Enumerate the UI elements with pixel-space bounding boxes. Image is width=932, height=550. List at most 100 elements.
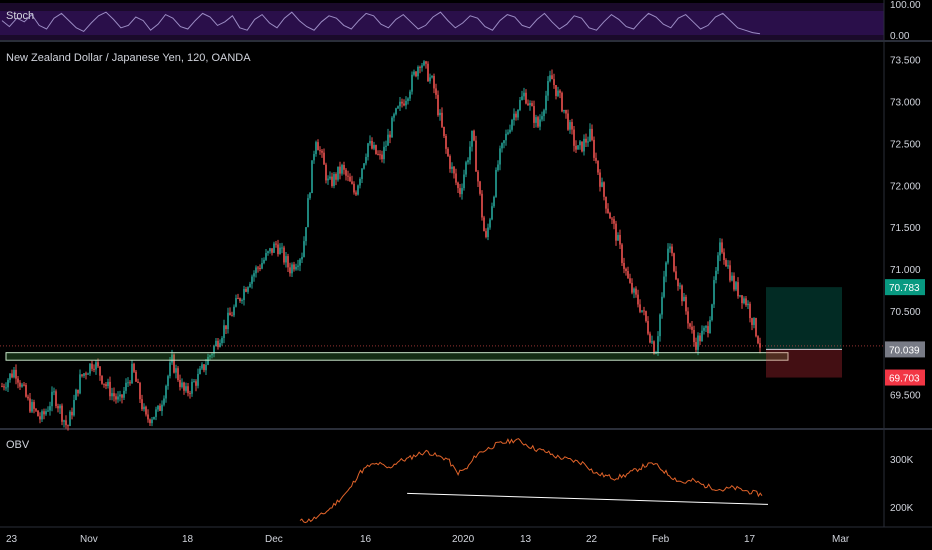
candle-body — [507, 132, 509, 134]
candle-body — [127, 382, 129, 384]
candle-body — [453, 166, 455, 174]
candle-body — [365, 156, 367, 164]
candle-body — [251, 276, 253, 284]
candle-body — [661, 296, 663, 315]
candle-body — [133, 363, 135, 372]
candle-body — [291, 264, 293, 274]
candle-body — [275, 243, 277, 245]
candle-body — [15, 369, 17, 379]
candle-body — [485, 231, 487, 237]
candle-body — [563, 109, 565, 112]
price-tag — [885, 341, 925, 358]
candle-body — [749, 303, 751, 319]
candle-body — [605, 196, 607, 209]
candle-body — [279, 247, 281, 255]
candle-body — [517, 109, 519, 118]
candle-body — [403, 103, 405, 106]
candle-body — [679, 285, 681, 287]
candle-body — [463, 174, 465, 189]
candle-body — [327, 178, 329, 181]
candle-body — [585, 138, 587, 143]
candle-body — [39, 416, 41, 420]
candle-body — [229, 312, 231, 316]
candle-body — [667, 248, 669, 263]
candle-body — [567, 113, 569, 130]
candle-body — [469, 146, 471, 161]
candle-body — [561, 92, 563, 112]
candle-body — [75, 389, 77, 401]
candle-body — [471, 130, 473, 147]
candle-body — [649, 333, 651, 343]
candle-body — [501, 143, 503, 149]
candle-body — [285, 256, 287, 263]
candle-body — [207, 356, 209, 365]
take-profit-zone — [766, 287, 842, 350]
candle-body — [191, 381, 193, 394]
candle-body — [603, 182, 605, 197]
candle-body — [287, 256, 289, 268]
candle-body — [163, 398, 165, 405]
candle-body — [553, 79, 555, 86]
candle-body — [547, 81, 549, 96]
candle-body — [331, 176, 333, 186]
candle-body — [5, 387, 7, 389]
candle-body — [743, 298, 745, 304]
candle-body — [305, 227, 307, 242]
candle-body — [195, 381, 197, 386]
candle-body — [519, 100, 521, 110]
candle-body — [159, 405, 161, 411]
candle-body — [313, 154, 315, 161]
candle-body — [49, 406, 51, 411]
candle-body — [579, 141, 581, 146]
candle-body — [669, 246, 671, 249]
time-axis-tick: 22 — [586, 534, 598, 545]
candle-body — [139, 382, 141, 400]
candle-body — [215, 340, 217, 347]
candle-body — [569, 122, 571, 130]
candle-body — [741, 295, 743, 304]
obv-line — [299, 438, 763, 524]
candle-body — [445, 135, 447, 149]
candle-body — [135, 371, 137, 382]
candle-body — [35, 408, 37, 411]
candle-body — [683, 296, 685, 302]
support-zone — [5, 352, 789, 361]
candle-body — [551, 75, 553, 80]
candle-body — [153, 416, 155, 420]
time-axis-tick: 2020 — [452, 534, 475, 545]
candle-body — [43, 411, 45, 415]
candle-body — [663, 276, 665, 297]
candle-body — [417, 66, 419, 77]
price-tag — [885, 279, 925, 296]
candle-body — [67, 425, 69, 427]
candle-body — [383, 146, 385, 160]
candle-body — [391, 117, 393, 138]
candle-body — [635, 288, 637, 295]
candle-body — [407, 98, 409, 101]
candle-body — [107, 381, 109, 387]
candle-body — [533, 106, 535, 123]
candle-body — [353, 183, 355, 193]
candle-body — [105, 384, 107, 387]
candle-body — [157, 405, 159, 410]
obv-trend-line — [407, 492, 769, 505]
candle-body — [71, 411, 73, 416]
candle-body — [243, 288, 245, 300]
candle-body — [241, 299, 243, 301]
candle-body — [721, 242, 723, 253]
candle-body — [531, 103, 533, 107]
candle-body — [359, 178, 361, 186]
candle-body — [747, 303, 749, 306]
candle-body — [541, 116, 543, 120]
time-axis-tick: Nov — [80, 534, 98, 545]
candle-body — [529, 103, 531, 106]
candle-body — [621, 244, 623, 264]
candle-body — [643, 310, 645, 312]
candle-body — [751, 318, 753, 325]
candle-body — [283, 247, 285, 263]
candle-body — [113, 393, 115, 397]
candle-body — [685, 296, 687, 312]
candle-body — [381, 154, 383, 160]
candle-body — [393, 114, 395, 118]
